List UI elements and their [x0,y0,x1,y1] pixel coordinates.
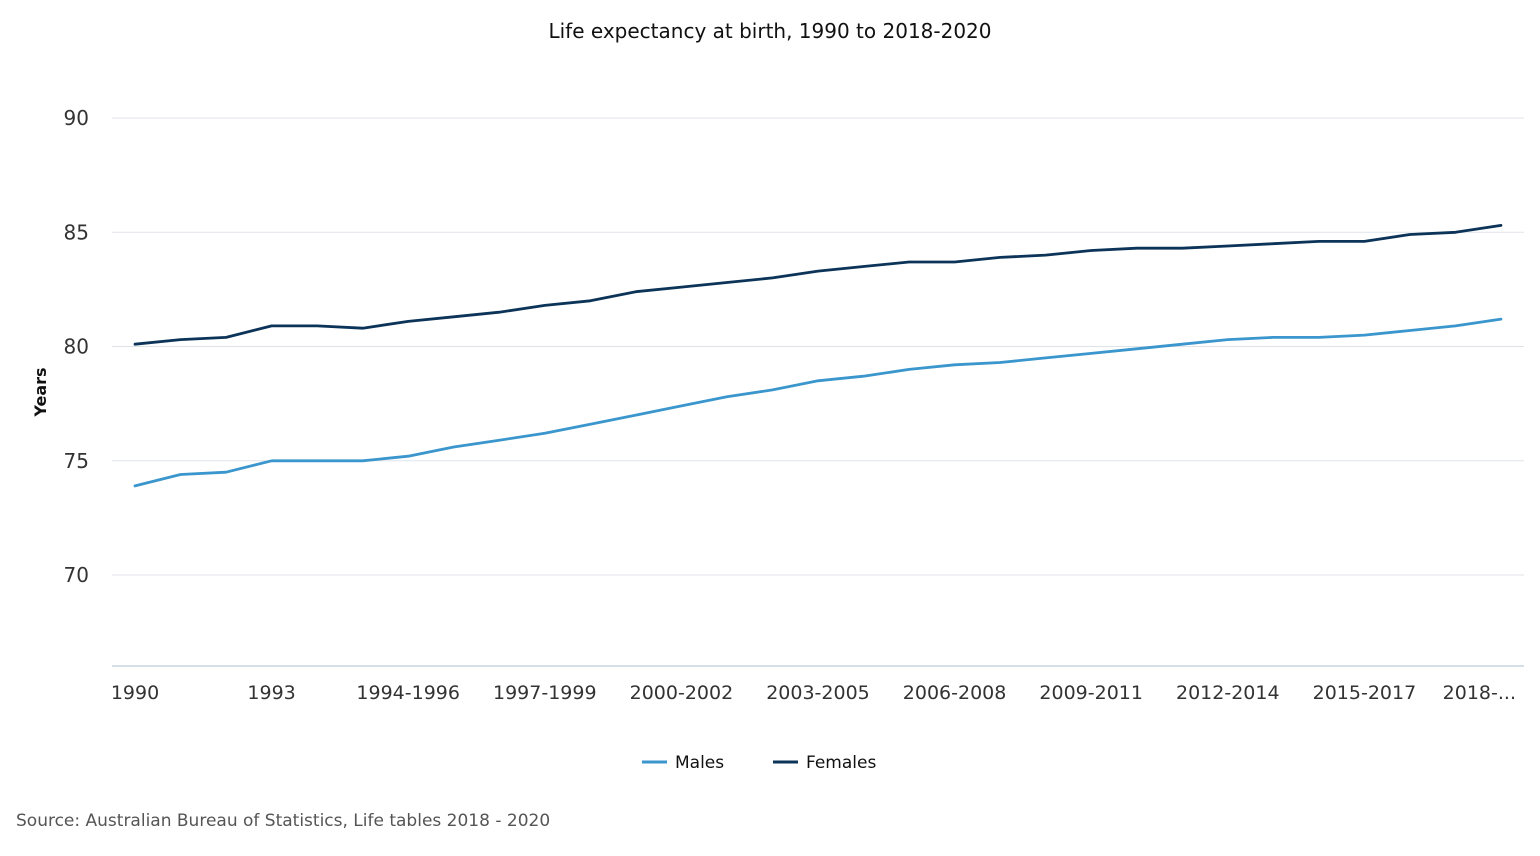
x-tick-label: 2018-... [1443,682,1516,704]
series-layer [133,224,1503,488]
grid-layer [112,117,1524,576]
source-note: Source: Australian Bureau of Statistics,… [16,811,550,831]
legend-item-males[interactable]: Males [642,753,724,773]
y-axis-label: Years [31,367,50,417]
y-tick-label: 85 [64,220,89,244]
x-tick-label: 2015-2017 [1313,682,1417,704]
y-tick-label: 80 [64,335,89,359]
series-line-females[interactable] [133,224,1503,346]
y-tick-label: 90 [64,106,89,130]
x-tick-label: 2012-2014 [1176,682,1280,704]
legend-item-females[interactable]: Females [773,753,876,773]
x-tick-label: 2006-2008 [903,682,1007,704]
x-tick-label: 2003-2005 [766,682,870,704]
x-tick-label: 1990 [111,682,159,704]
x-tick-label: 1994-1996 [356,682,460,704]
legend: Males Females [642,753,876,773]
y-axis-ticks: 70 75 80 85 90 [64,106,89,587]
legend-label-females: Females [806,753,876,773]
x-tick-label: 2000-2002 [630,682,734,704]
x-tick-label: 1997-1999 [493,682,597,704]
x-axis-ticks: 1990 1993 1994-1996 1997-1999 2000-2002 2003-… [111,682,1516,704]
y-tick-label: 75 [64,449,89,473]
x-tick-label: 2009-2011 [1039,682,1143,704]
y-tick-label: 70 [64,563,89,587]
series-line-males[interactable] [133,317,1503,488]
chart-title: Life expectancy at birth, 1990 to 2018-2… [548,19,991,43]
legend-label-males: Males [675,753,724,773]
x-tick-label: 1993 [247,682,295,704]
